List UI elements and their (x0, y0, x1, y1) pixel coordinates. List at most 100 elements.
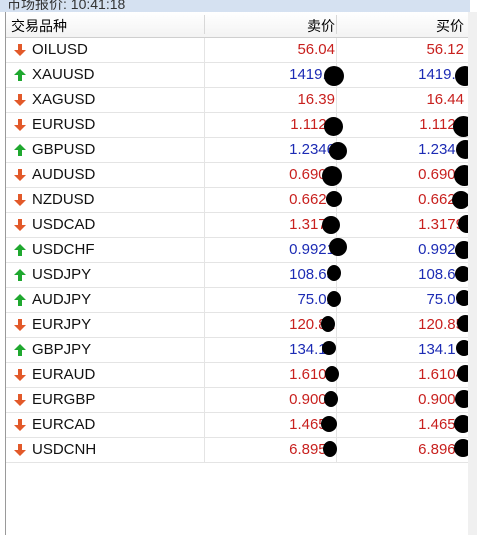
column-divider[interactable] (204, 15, 205, 34)
arrow-down-icon (14, 369, 26, 381)
symbol-label: EURUSD (32, 116, 96, 133)
table-row[interactable]: AUDUSD 0.6905 0.6907 (6, 163, 468, 188)
arrow-down-icon (14, 94, 26, 106)
redaction-mark (321, 416, 337, 432)
ask-price: 108.65 (418, 266, 464, 283)
redaction-mark (323, 441, 337, 457)
table-row[interactable]: OILUSD 56.04 56.12 (6, 38, 468, 63)
bid-price: 16.39 (297, 91, 335, 108)
symbol-label: AUDJPY (32, 291, 92, 308)
arrow-down-icon (14, 119, 26, 131)
bid-price: 0.9006 (289, 391, 335, 408)
arrow-down-icon (14, 194, 26, 206)
redaction-mark (452, 191, 470, 209)
table-row[interactable]: GBPUSD 1.2346 1.2348 (6, 138, 468, 163)
redaction-mark (322, 166, 342, 186)
bid-price: 0.6625 (289, 191, 335, 208)
arrow-down-icon (14, 44, 26, 56)
redaction-mark (325, 366, 339, 382)
arrow-up-icon (14, 69, 26, 81)
redaction-mark (327, 291, 341, 307)
arrow-down-icon (14, 419, 26, 431)
redaction-mark (322, 341, 336, 355)
table-row[interactable]: USDCAD 1.3177 1.3179 (6, 213, 468, 238)
table-row[interactable]: XAUUSD 1419.0 1419.4 (6, 63, 468, 88)
table-row[interactable]: USDCHF 0.9921 0.9923 (6, 238, 468, 263)
arrow-up-icon (14, 269, 26, 281)
redaction-mark (321, 316, 335, 332)
bid-price: 1.6101 (289, 366, 335, 383)
redaction-mark (324, 391, 338, 407)
table-row[interactable]: GBPJPY 134.13 134.16 (6, 338, 468, 363)
market-watch-panel: 交易品种 卖价 买价 OILUSD 56.04 56.12 XAUUSD 1419.0 1… (5, 12, 476, 535)
window-title: 市场报价: 10:41:18 (7, 0, 126, 12)
bid-price: 108.63 (289, 266, 335, 283)
redaction-mark (454, 415, 472, 433)
table-row[interactable]: NZDUSD 0.6625 0.6626 (6, 188, 468, 213)
arrow-up-icon (14, 344, 26, 356)
symbol-label: USDCHF (32, 241, 95, 258)
symbol-label: EURGBP (32, 391, 96, 408)
column-divider[interactable] (336, 15, 337, 34)
arrow-down-icon (14, 219, 26, 231)
symbol-label: XAGUSD (32, 91, 96, 108)
bid-price: 1419.0 (289, 66, 335, 83)
redaction-mark (326, 191, 342, 207)
ask-price: 1.3179 (418, 216, 464, 233)
arrow-up-icon (14, 144, 26, 156)
symbol-label: GBPJPY (32, 341, 92, 358)
ask-price: 1.2348 (418, 141, 464, 158)
table-row[interactable]: EURAUD 1.6101 1.6104 (6, 363, 468, 388)
grid-line (204, 38, 205, 463)
arrow-down-icon (14, 394, 26, 406)
redaction-mark (329, 142, 347, 160)
redaction-mark (324, 117, 343, 136)
arrow-down-icon (14, 319, 26, 331)
table-row[interactable]: AUDJPY 75.02 75.05 (6, 288, 468, 313)
table-row[interactable]: USDCNH 6.8954 6.8968 (6, 438, 468, 463)
table-row[interactable]: EURGBP 0.9006 0.9009 (6, 388, 468, 413)
ask-price: 0.6907 (418, 166, 464, 183)
bid-price: 0.9921 (289, 241, 335, 258)
table-row[interactable]: EURJPY 120.82 120.85 (6, 313, 468, 338)
quote-table: OILUSD 56.04 56.12 XAUUSD 1419.0 1419.4 XAGUSD… (6, 38, 468, 463)
window-titlebar: 市场报价: 10:41:18 (0, 0, 470, 12)
column-header-bid[interactable]: 卖价 (307, 18, 335, 34)
right-scroll-strip[interactable] (468, 12, 477, 535)
table-row[interactable]: USDJPY 108.63 108.65 (6, 263, 468, 288)
column-header-symbol[interactable]: 交易品种 (11, 18, 67, 34)
symbol-label: EURCAD (32, 416, 96, 433)
redaction-mark (327, 265, 341, 281)
symbol-label: EURAUD (32, 366, 96, 383)
column-header-ask[interactable]: 买价 (436, 18, 464, 34)
arrow-up-icon (14, 244, 26, 256)
symbol-label: AUDUSD (32, 166, 96, 183)
ask-price: 1419.4 (418, 66, 464, 83)
table-row[interactable]: EURCAD 1.4654 1.4658 (6, 413, 468, 438)
ask-price: 75.05 (426, 291, 464, 308)
arrow-down-icon (14, 444, 26, 456)
ask-price: 120.85 (418, 316, 464, 333)
redaction-mark (454, 439, 472, 457)
table-row[interactable]: EURUSD 1.1121 1.1122 (6, 113, 468, 138)
redaction-mark (324, 66, 344, 86)
bid-price: 1.2346 (289, 141, 335, 158)
symbol-label: XAUUSD (32, 66, 95, 83)
redaction-mark (329, 238, 347, 256)
table-header: 交易品种 卖价 买价 (6, 12, 468, 38)
ask-price: 6.8968 (418, 441, 464, 458)
ask-price: 16.44 (426, 91, 464, 108)
bid-price: 1.1121 (290, 116, 335, 133)
ask-price: 0.9923 (418, 241, 464, 258)
symbol-label: USDCAD (32, 216, 96, 233)
table-row[interactable]: XAGUSD 16.39 16.44 (6, 88, 468, 113)
bid-price: 56.04 (297, 41, 335, 58)
arrow-down-icon (14, 169, 26, 181)
symbol-label: OILUSD (32, 41, 88, 58)
ask-price: 134.16 (418, 341, 464, 358)
ask-price: 0.9009 (418, 391, 464, 408)
symbol-label: GBPUSD (32, 141, 96, 158)
redaction-mark (322, 216, 340, 234)
arrow-up-icon (14, 294, 26, 306)
bid-price: 75.02 (297, 291, 335, 308)
